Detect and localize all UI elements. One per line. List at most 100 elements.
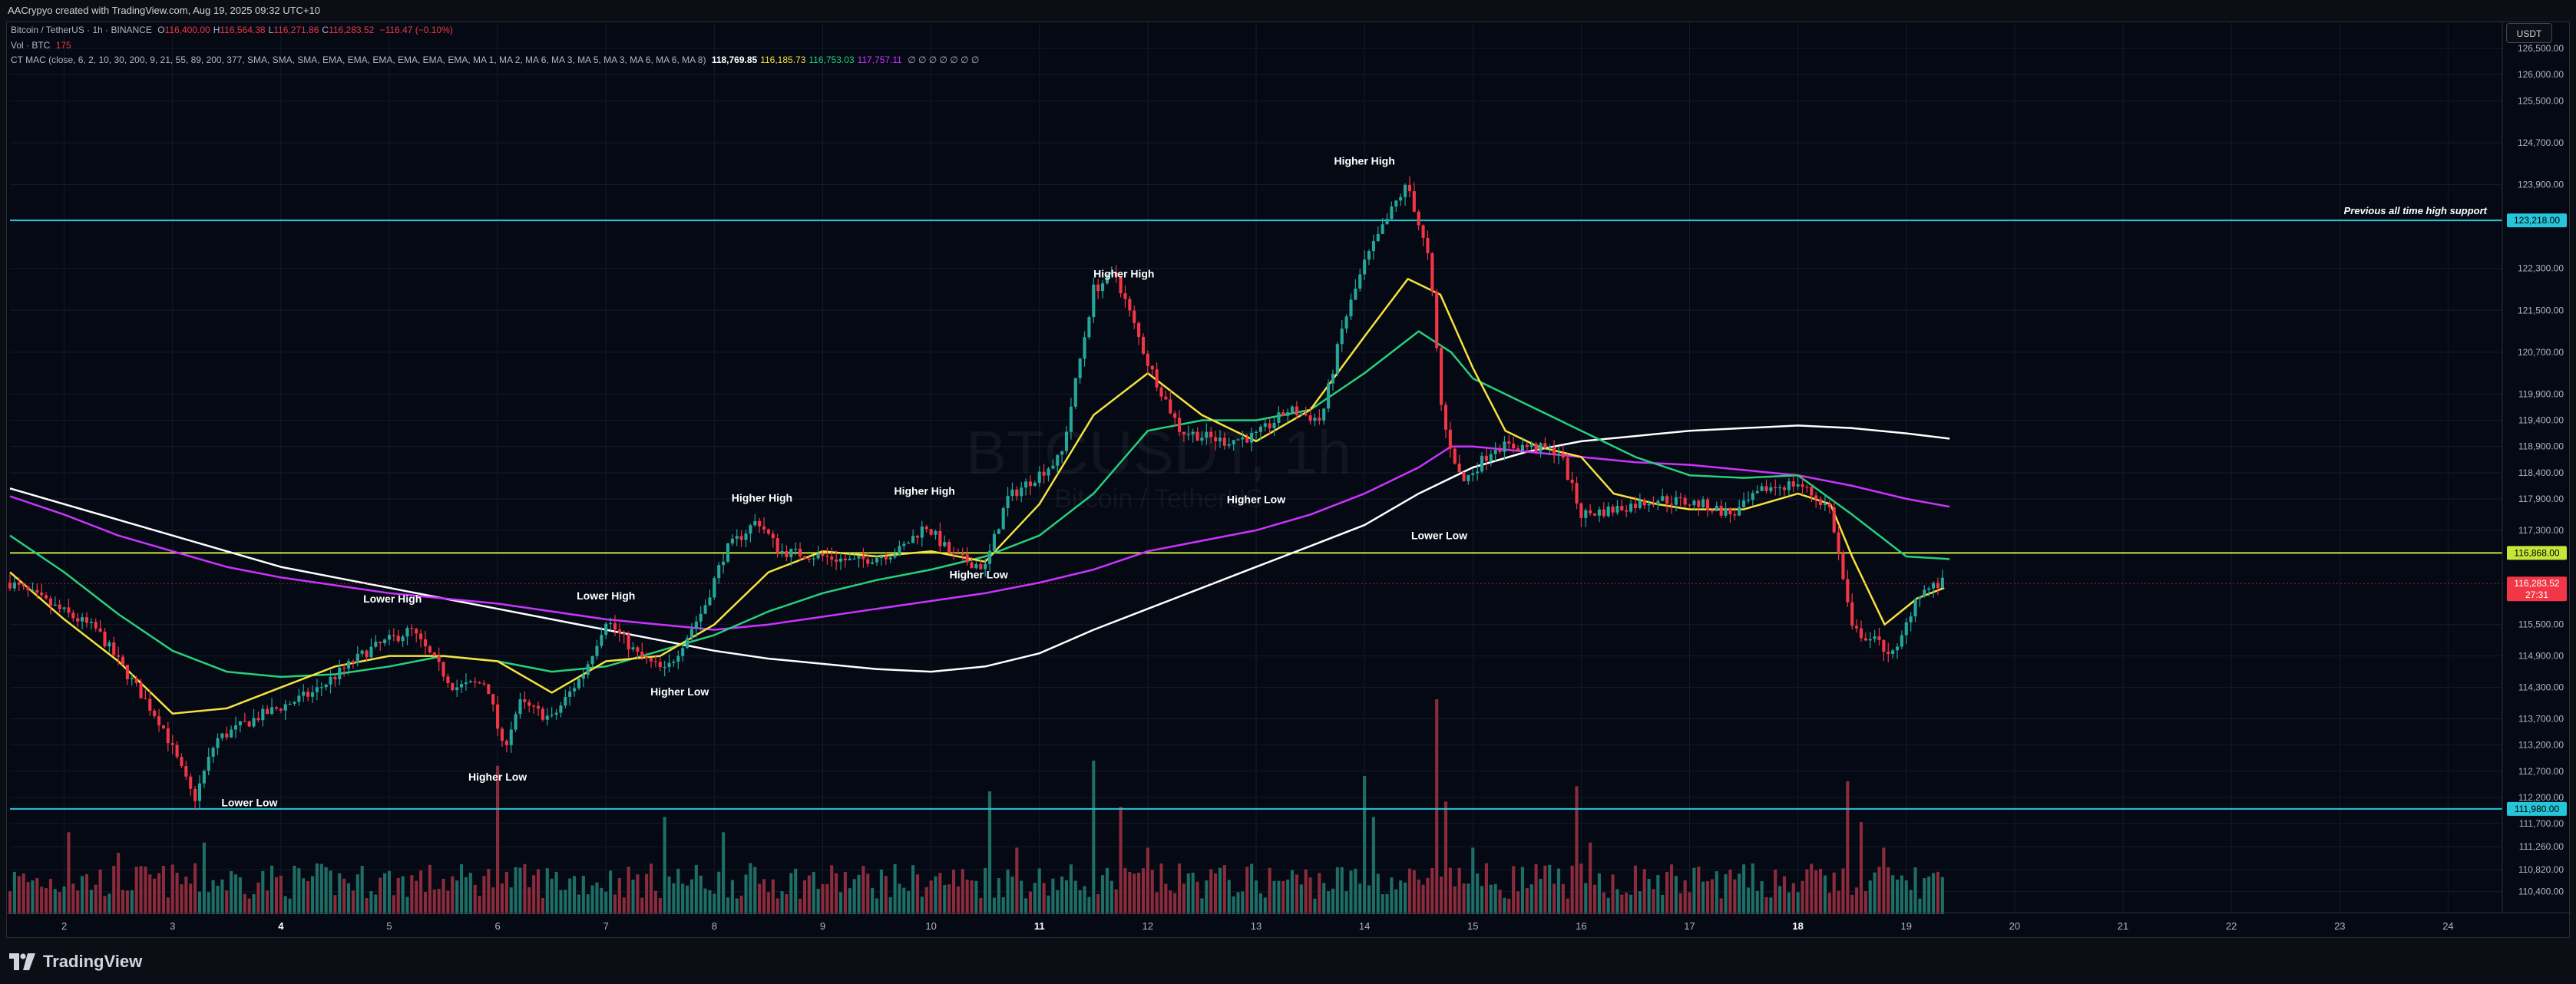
volume-bar bbox=[1909, 890, 1913, 914]
candle-body bbox=[428, 646, 432, 653]
candle-body bbox=[645, 657, 649, 659]
volume-bar bbox=[1272, 880, 1276, 914]
volume-bar bbox=[1674, 876, 1678, 914]
volume-bar bbox=[636, 874, 640, 914]
volume-bar bbox=[148, 874, 152, 914]
volume-bar bbox=[965, 879, 969, 914]
candle-body bbox=[247, 721, 251, 727]
volume-bar bbox=[1159, 863, 1163, 914]
volume-bar bbox=[1114, 889, 1118, 914]
candle-body bbox=[879, 556, 883, 558]
volume-bar bbox=[1818, 868, 1823, 914]
volume-bar bbox=[1566, 898, 1569, 914]
volume-bar bbox=[1832, 872, 1836, 914]
candle-body bbox=[843, 558, 847, 561]
candle-body bbox=[694, 621, 698, 629]
volume-bar bbox=[1060, 876, 1064, 914]
volume-bar bbox=[1407, 868, 1411, 914]
tradingview-logo[interactable]: TradingView bbox=[9, 950, 142, 973]
volume-bar bbox=[1020, 880, 1023, 914]
chart-credit: AACrypyo created with TradingView.com, A… bbox=[8, 5, 320, 16]
volume-bar bbox=[1742, 864, 1746, 914]
volume-bar bbox=[789, 873, 793, 914]
volume-bar bbox=[879, 869, 883, 914]
volume-bar bbox=[658, 897, 662, 914]
chart[interactable]: BTCUSDT, 1h Bitcoin / TetherUS Previous … bbox=[7, 22, 2571, 939]
candle-body bbox=[225, 733, 229, 738]
candle-body bbox=[383, 639, 387, 643]
volume-bar bbox=[338, 873, 342, 914]
candle-body bbox=[911, 536, 915, 543]
volume-bar bbox=[315, 863, 319, 914]
currency-button[interactable]: USDT bbox=[2506, 23, 2552, 43]
candle-body bbox=[8, 583, 12, 589]
volume-bar bbox=[554, 871, 558, 914]
volume-bar bbox=[672, 883, 676, 914]
level-price-tag bbox=[2507, 546, 2567, 560]
indicator-legend[interactable]: CT MAC (close, 6, 2, 10, 30, 200, 9, 21,… bbox=[11, 54, 979, 65]
price-tick: 120,700.00 bbox=[2518, 347, 2564, 358]
candle-body bbox=[943, 542, 947, 546]
candle-body bbox=[1579, 503, 1583, 518]
volume-bar bbox=[1516, 891, 1520, 914]
price-tick: 114,900.00 bbox=[2518, 651, 2564, 662]
volume-bar bbox=[170, 864, 174, 914]
volume-bar bbox=[112, 865, 116, 914]
volume-bar bbox=[1471, 847, 1475, 914]
volume-bar bbox=[1918, 898, 1922, 914]
volume-bar bbox=[306, 880, 310, 914]
candle-body bbox=[1606, 506, 1610, 517]
volume-bar bbox=[1669, 864, 1674, 914]
candle-body bbox=[441, 662, 445, 677]
volume-bar bbox=[1561, 883, 1565, 914]
volume-bar bbox=[419, 870, 423, 914]
volume-bar bbox=[89, 890, 93, 914]
volume-bar bbox=[1791, 883, 1795, 914]
volume-bar bbox=[1738, 873, 1741, 914]
candle-body bbox=[1678, 497, 1682, 499]
symbol-legend[interactable]: Bitcoin / TetherUS · 1h · BINANCE O116,4… bbox=[11, 25, 453, 35]
candle-body bbox=[1078, 358, 1082, 378]
candle-body bbox=[1656, 500, 1660, 505]
volume-bar bbox=[1087, 896, 1091, 914]
candle-body bbox=[1268, 423, 1271, 428]
volume-bar bbox=[107, 893, 111, 914]
candle-body bbox=[1932, 583, 1936, 589]
candle-body bbox=[1837, 532, 1840, 553]
volume-bar bbox=[1028, 891, 1033, 914]
volume-bar bbox=[153, 878, 157, 914]
volume-bar bbox=[293, 865, 296, 914]
candle-body bbox=[1638, 500, 1642, 508]
volume-bar bbox=[1556, 868, 1561, 914]
volume-bar bbox=[1764, 896, 1768, 914]
candle-body bbox=[766, 529, 770, 534]
volume-bar bbox=[21, 873, 25, 914]
volume-bar bbox=[1435, 699, 1439, 914]
price-tick: 124,700.00 bbox=[2518, 137, 2564, 148]
annotations: Lower Low Lower High Higher Low Lower High H… bbox=[221, 155, 1467, 809]
candle-body bbox=[726, 543, 730, 562]
volume-bar bbox=[1782, 876, 1787, 914]
volume-bar bbox=[1863, 891, 1867, 914]
candle-body bbox=[1299, 414, 1303, 415]
candle-body bbox=[1051, 465, 1055, 469]
volume-legend[interactable]: Vol · BTC 175 bbox=[11, 40, 71, 51]
volume-bar bbox=[604, 891, 608, 914]
volume-bar bbox=[189, 883, 193, 914]
swing-label: Lower Low bbox=[221, 796, 277, 808]
volume-bar bbox=[130, 890, 134, 914]
volume-bar bbox=[527, 887, 531, 914]
volume-bar bbox=[929, 880, 933, 914]
volume-bar bbox=[1476, 873, 1480, 914]
time-tick: 7 bbox=[603, 920, 609, 932]
volume-bar bbox=[1051, 878, 1055, 914]
candle-body bbox=[1286, 412, 1290, 416]
volume-bar bbox=[1755, 890, 1759, 914]
candle-body bbox=[1340, 329, 1344, 345]
volume-bar bbox=[915, 874, 920, 914]
chart-frame[interactable]: BTCUSDT, 1h Bitcoin / TetherUS Previous … bbox=[6, 21, 2571, 939]
volume-bar bbox=[184, 876, 188, 914]
candle-body bbox=[1742, 500, 1746, 507]
swing-label: Higher High bbox=[732, 491, 792, 504]
volume-bar bbox=[586, 894, 590, 914]
